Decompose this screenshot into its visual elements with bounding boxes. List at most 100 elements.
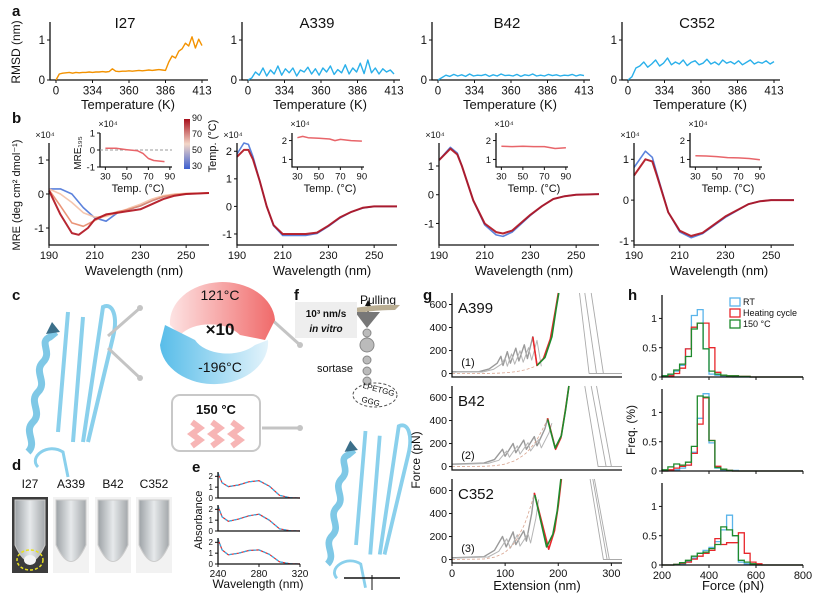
rmsd-ytick-label: 1 [611,35,617,47]
cd-curve-C352-90 [633,158,794,237]
cd-xtick-label: 230 [319,250,337,262]
cold-arc [160,325,269,385]
inset-xtick-label: 90 [357,172,368,183]
histogram-150-c [661,322,803,378]
panel-label-d: d [12,457,21,474]
ligation-site [352,382,398,408]
inset-xtick-label: 90 [165,172,176,183]
wlc-fit [451,492,535,560]
inset-line-I27 [105,147,165,163]
rmsd-xtick-label: 334 [465,86,485,98]
inset-axes [689,133,762,168]
wlc-fit [451,418,548,467]
force-ytick-label: 400 [429,415,447,427]
legend-swatch [729,297,741,307]
helix [25,329,59,455]
beta-strands [56,304,117,443]
rmsd-ylabel: RMSD (nm) [9,20,23,83]
rmsd-xlabel: Temperature (K) [653,97,747,112]
legend-swatch [729,319,741,329]
force-ytick-label: 0 [441,461,447,473]
cd-ytick-label: 1 [38,155,44,167]
absorbance-axes [217,505,300,532]
cd-xtick-label: 210 [86,250,104,262]
colorbar-tick: 90 [192,113,202,123]
speed-box [295,302,357,338]
abs-ytick-label: 2 [209,538,214,547]
force-ytick-label: 0 [441,368,447,380]
cd-ytick-label: 0 [226,201,232,213]
inset-ylabel: MRE₁₉₅ [73,136,84,170]
legend-swatch [729,308,741,318]
heat-wave-icon [227,419,245,449]
inset-ytick-label: -1 [87,162,95,173]
force-ytick-label: 600 [429,485,447,497]
cd-xtick-label: 250 [762,250,780,262]
rmsd-xlabel: Temperature (K) [463,97,557,112]
cd-ytick-label: 1 [428,161,434,173]
absorbance-axes [217,538,300,565]
force-xtick-label: 0 [449,568,455,580]
inset-ytick-label: 0 [90,145,95,156]
hot-temp-label: 121°C [200,287,239,303]
legend-label: RT [743,297,755,307]
rmsd-xtick-label: 413 [192,86,211,98]
hist-ytick-label: 0 [651,560,657,572]
inset-xtick-label: 90 [561,172,572,183]
inset-xtick-label: 30 [100,172,111,183]
aggregate [24,555,36,565]
rmsd-xtick-label: 0 [435,86,441,98]
heat-temp-label: 150 °C [196,402,237,417]
histogram-rt [662,514,803,566]
cd-xtick-label: 250 [365,250,383,262]
cd-ytick-label: -1 [34,223,44,235]
cd-ytick-label: -1 [424,218,434,230]
inset-xtick-label: 30 [496,172,507,183]
hist-xlabel: Force (pN) [702,578,764,593]
force-ytick-label: 600 [429,299,447,311]
hist-ytick-label: 0.5 [642,436,657,448]
inset-ytick-label: 1 [486,155,491,166]
protein-structure-c [25,304,117,478]
histogram-heating-cycle [662,397,803,472]
cd-ytick-label: 0 [38,189,44,201]
inset-xtick-label: 70 [335,172,346,183]
helix [324,447,357,567]
arrow-head [137,375,143,381]
absorbance-line-1 [217,472,301,499]
inset-ytick-label: 1 [680,155,685,166]
cd-xlabel: Wavelength (nm) [670,263,769,278]
protein-structure-f [324,423,413,589]
mode-label: in vitro [309,324,342,335]
absorbance-line-2 [217,472,301,499]
afm-tip [355,312,380,328]
inset-xtick-label: 50 [122,172,133,183]
hist-ytick-label: 0 [651,466,657,478]
trace-title: A399 [458,300,493,317]
histogram-150-c [662,526,803,566]
rmsd-xtick-label: 0 [625,86,631,98]
force-ylabel: Force (pN) [409,431,423,488]
cd-xlabel: Wavelength (nm) [85,263,184,278]
tube [55,499,87,562]
hot-arc [169,282,275,340]
cd-ytick-label: 0 [428,190,434,202]
cd-ytick-label: -1 [619,236,629,248]
force-ytick-label: 200 [429,345,447,357]
inset-xlabel: Temp. (°C) [508,183,561,195]
retract-trace [593,478,610,560]
rmsd-xtick-label: 0 [53,86,59,98]
linker-bead [362,366,372,376]
force-trace-green [536,292,560,367]
hist-ytick-label: 0.5 [642,530,657,542]
cd-curve-A339-90 [236,148,397,235]
inset-xtick-label: 50 [314,172,325,183]
force-xtick-label: 300 [602,568,620,580]
trace-title: C352 [458,486,494,503]
tube [14,499,46,562]
tube [97,499,129,562]
trace-number: (1) [461,357,474,369]
inset-xtick-label: 70 [143,172,154,183]
rmsd-xtick-label: 413 [574,86,593,98]
